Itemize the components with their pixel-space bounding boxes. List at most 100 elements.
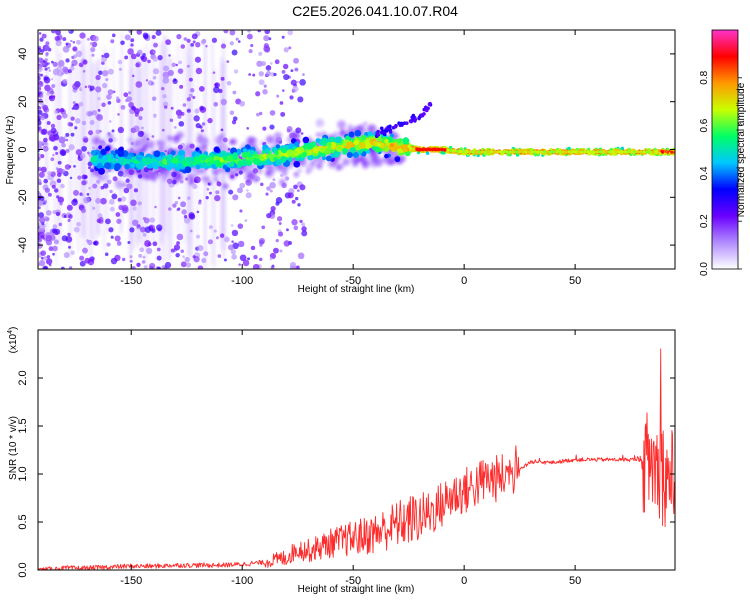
heatmap-ridge-point bbox=[319, 147, 326, 153]
heatmap-band-point bbox=[218, 167, 224, 173]
heatmap-noise-point bbox=[40, 73, 44, 77]
heatmap-ridge-point bbox=[165, 154, 173, 162]
heatmap-noise-point bbox=[292, 85, 299, 93]
heatmap-noise-point bbox=[230, 174, 235, 179]
heatmap-noise-point bbox=[176, 233, 184, 241]
heatmap-ridge-point bbox=[325, 155, 332, 162]
heatmap-noise-point bbox=[56, 69, 64, 77]
heatmap-core-point bbox=[607, 150, 612, 154]
colorbar-ticks: 0.0 0.2 0.4 0.6 0.8 bbox=[699, 70, 742, 276]
heatmap-ridge-point bbox=[274, 150, 279, 155]
heatmap-noise-point bbox=[38, 242, 43, 249]
heatmap-noise-point bbox=[130, 141, 134, 146]
heatmap-noise-point bbox=[140, 55, 145, 60]
heatmap-noise-point bbox=[41, 128, 48, 135]
heatmap-ridge-point bbox=[186, 156, 192, 162]
heatmap-noise-point bbox=[245, 192, 252, 199]
heatmap-noise-point bbox=[137, 130, 144, 137]
heatmap-ridge-point bbox=[232, 152, 239, 158]
heatmap-core-point bbox=[648, 150, 652, 154]
heatmap-noise-point bbox=[189, 229, 193, 233]
heatmap-noise-point bbox=[152, 56, 158, 62]
heatmap-noise-point bbox=[176, 34, 182, 40]
heatmap-y-tick-label: 20 bbox=[17, 96, 29, 108]
heatmap-core-point bbox=[595, 150, 600, 154]
heatmap-band-point bbox=[358, 154, 367, 162]
heatmap-noise-point bbox=[195, 122, 201, 129]
heatmap-noise-point bbox=[82, 70, 86, 73]
heatmap-noise-point bbox=[172, 203, 177, 208]
heatmap-noise-point bbox=[57, 61, 64, 68]
heatmap-noise-point bbox=[54, 35, 60, 42]
heatmap-noise-point bbox=[45, 234, 52, 242]
heatmap-noise-point bbox=[301, 222, 306, 227]
heatmap-noise-point bbox=[140, 126, 144, 130]
heatmap-noise-point bbox=[139, 247, 145, 253]
heatmap-ridge-point bbox=[90, 155, 98, 163]
heatmap-ridge-point bbox=[202, 162, 208, 168]
heatmap-noise-point bbox=[129, 259, 133, 263]
heatmap-noise-point bbox=[182, 255, 185, 258]
heatmap-band-point bbox=[144, 174, 151, 181]
heatmap-noise-point bbox=[155, 30, 162, 36]
heatmap-noise-point bbox=[38, 81, 43, 86]
heatmap-noise-point bbox=[38, 117, 41, 122]
heatmap-noise-point bbox=[290, 69, 294, 73]
heatmap-ridge-point bbox=[110, 150, 115, 155]
heatmap-noise-point bbox=[198, 86, 205, 92]
heatmap-ridge-point bbox=[660, 150, 665, 154]
heatmap-y-tick-label: -20 bbox=[17, 189, 29, 205]
heatmap-noise-point bbox=[226, 80, 232, 86]
heatmap-noise-point bbox=[286, 125, 293, 132]
heatmap-band-point bbox=[101, 173, 110, 182]
heatmap-band-point bbox=[166, 135, 173, 141]
heatmap-noise-point bbox=[164, 261, 172, 269]
heatmap-noise-point bbox=[207, 182, 211, 186]
snr-y-tick-label: 1.0 bbox=[17, 466, 29, 481]
colorbar: 0.0 0.2 0.4 0.6 0.8 Normalized spectral ampl… bbox=[699, 29, 747, 276]
heatmap-noise-point bbox=[74, 126, 78, 130]
heatmap-noise-point bbox=[122, 173, 127, 178]
heatmap-core-point bbox=[583, 150, 587, 154]
heatmap-noise-point bbox=[266, 65, 271, 69]
heatmap-noise-point bbox=[65, 42, 69, 46]
heatmap-ridge-point bbox=[367, 131, 373, 136]
heatmap-noise-point bbox=[156, 247, 161, 252]
heatmap-ridge-point bbox=[211, 163, 216, 169]
snr-x-tick-label: -150 bbox=[120, 575, 142, 587]
heatmap-noise-point bbox=[276, 94, 280, 98]
heatmap-noise-point bbox=[208, 191, 212, 195]
heatmap-noise-point bbox=[192, 40, 196, 44]
heatmap-noise-point bbox=[259, 243, 263, 247]
heatmap-noise-point bbox=[108, 120, 112, 123]
heatmap-band-point bbox=[122, 182, 128, 188]
heatmap-noise-point bbox=[196, 210, 200, 214]
heatmap-noise-point bbox=[239, 100, 245, 107]
heatmap-ridge-point bbox=[242, 148, 247, 153]
heatmap-core-point bbox=[620, 150, 624, 154]
heatmap-noise-point bbox=[220, 76, 225, 81]
heatmap-core-point bbox=[496, 150, 500, 154]
colorbar-scale bbox=[711, 29, 739, 270]
heatmap-ridge-point bbox=[348, 131, 355, 138]
heatmap-tail-point bbox=[382, 132, 387, 137]
heatmap-noise-point bbox=[110, 257, 118, 265]
heatmap-noise-point bbox=[177, 114, 182, 119]
heatmap-core-point bbox=[465, 150, 469, 154]
heatmap-noise-point bbox=[220, 43, 227, 49]
heatmap-ridge-point bbox=[294, 141, 299, 147]
heatmap-noise-point bbox=[41, 33, 47, 39]
heatmap-band-point bbox=[200, 176, 206, 182]
heatmap-noise-point bbox=[62, 112, 68, 119]
heatmap-noise-point bbox=[67, 218, 71, 223]
heatmap-noise-point bbox=[76, 39, 81, 45]
snr-x-label: Height of straight line (km) bbox=[298, 584, 415, 595]
heatmap-noise-point bbox=[46, 210, 52, 216]
heatmap-noise-point bbox=[291, 219, 298, 226]
heatmap-noise-point bbox=[65, 148, 70, 153]
heatmap-band-point bbox=[380, 157, 385, 162]
heatmap-y-tick-label: 40 bbox=[17, 48, 29, 60]
heatmap-band-point bbox=[197, 132, 204, 140]
heatmap-noise-point bbox=[75, 149, 82, 156]
heatmap-ridge-point bbox=[137, 163, 144, 170]
